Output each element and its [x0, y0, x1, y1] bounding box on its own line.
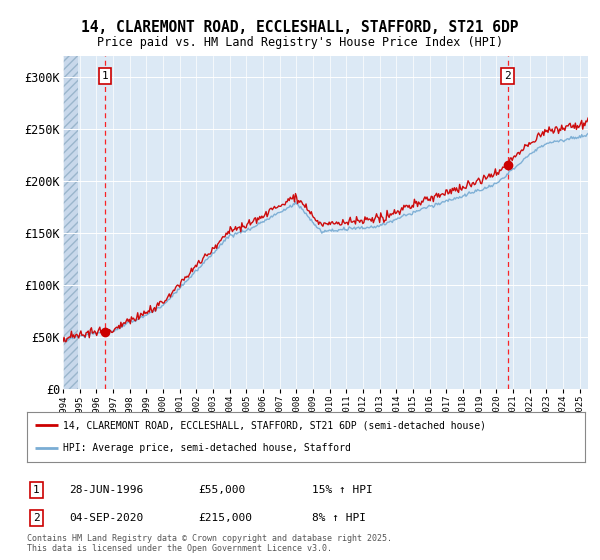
Text: 28-JUN-1996: 28-JUN-1996 [69, 485, 143, 495]
Text: HPI: Average price, semi-detached house, Stafford: HPI: Average price, semi-detached house,… [63, 444, 351, 454]
Text: 8% ↑ HPI: 8% ↑ HPI [312, 513, 366, 523]
Text: 2: 2 [504, 71, 511, 81]
Text: 15% ↑ HPI: 15% ↑ HPI [312, 485, 373, 495]
Text: 14, CLAREMONT ROAD, ECCLESHALL, STAFFORD, ST21 6DP (semi-detached house): 14, CLAREMONT ROAD, ECCLESHALL, STAFFORD… [63, 420, 486, 430]
Text: Price paid vs. HM Land Registry's House Price Index (HPI): Price paid vs. HM Land Registry's House … [97, 36, 503, 49]
Text: 1: 1 [101, 71, 108, 81]
Text: 14, CLAREMONT ROAD, ECCLESHALL, STAFFORD, ST21 6DP: 14, CLAREMONT ROAD, ECCLESHALL, STAFFORD… [81, 20, 519, 35]
Text: 04-SEP-2020: 04-SEP-2020 [69, 513, 143, 523]
Bar [63, 56, 78, 389]
Text: £55,000: £55,000 [198, 485, 245, 495]
Text: 1: 1 [33, 485, 40, 495]
Text: Contains HM Land Registry data © Crown copyright and database right 2025.
This d: Contains HM Land Registry data © Crown c… [27, 534, 392, 553]
Text: £215,000: £215,000 [198, 513, 252, 523]
Text: 2: 2 [33, 513, 40, 523]
